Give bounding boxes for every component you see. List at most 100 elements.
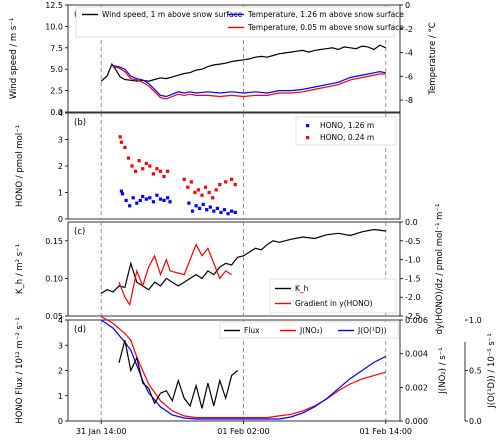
hono-1-26m-point bbox=[144, 197, 148, 201]
hono-0-24m-point bbox=[123, 145, 127, 149]
legend-marker bbox=[306, 136, 310, 140]
hono-1-26m-point bbox=[151, 200, 155, 204]
hono-1-26m-point bbox=[187, 201, 191, 205]
hono-1-26m-point bbox=[233, 210, 237, 214]
y-tick-label: 4 bbox=[58, 316, 63, 325]
y-tick-label: 0.15 bbox=[45, 237, 63, 246]
y-tick-label: 12.5 bbox=[45, 1, 63, 10]
panel-label: (c) bbox=[74, 227, 85, 237]
y-right2-tick-label: 0.0 bbox=[469, 417, 482, 426]
y-axis-label-right: Temperature / °C bbox=[428, 22, 438, 95]
hono-1-26m-point bbox=[141, 194, 145, 199]
hono-0-24m-point bbox=[207, 190, 211, 195]
legend-label: Temperature, 0.05 m above snow surface bbox=[247, 23, 404, 32]
y-tick-label: 10.0 bbox=[45, 22, 63, 31]
y-tick-label: 7.5 bbox=[50, 44, 63, 53]
y-tick-label: 2.5 bbox=[50, 87, 63, 96]
hono-1-26m-point bbox=[158, 197, 163, 201]
hono-1-26m-point bbox=[166, 196, 170, 200]
hono-0-24m-point bbox=[130, 164, 134, 168]
hono-1-26m-point bbox=[162, 198, 166, 202]
hono-1-26m-point bbox=[124, 198, 128, 202]
y-axis-label-left: HONO Flux / 10¹² m⁻² s⁻¹ bbox=[15, 317, 25, 423]
legend-label: HONO, 1.26 m bbox=[320, 121, 374, 130]
y-right2-tick-label: 1.0 bbox=[469, 316, 482, 325]
hono-0-24m-point bbox=[203, 185, 208, 189]
hono-1-26m-point bbox=[131, 196, 135, 200]
hono-0-24m-point bbox=[233, 183, 237, 187]
hono-0-24m-point bbox=[200, 193, 204, 197]
y-axis-label-right2: J(O(¹D)) / 10⁻⁵ s⁻¹ bbox=[487, 333, 497, 408]
y-right-tick-label: 0.0 bbox=[405, 218, 418, 227]
y-right-tick-label: -2 bbox=[405, 25, 413, 34]
temperature-1-26m-line bbox=[112, 65, 386, 98]
y-right-tick-label: -0.5 bbox=[405, 237, 421, 246]
y-right-tick-label: -8 bbox=[405, 96, 413, 105]
hono-0-24m-point bbox=[158, 169, 163, 173]
y-tick-label: 5.0 bbox=[50, 65, 63, 74]
hono-1-26m-point bbox=[128, 204, 132, 208]
x-tick-label: 31 Jan 14:00 bbox=[76, 427, 127, 436]
hono-1-26m-point bbox=[194, 204, 198, 208]
hono-0-24m-point bbox=[218, 183, 222, 187]
hono-0-24m-point bbox=[196, 188, 200, 192]
legend-label: Temperature, 1.26 m above snow surface bbox=[247, 10, 404, 19]
hono-0-24m-point bbox=[144, 161, 148, 165]
legend-label: HONO, 0.24 m bbox=[320, 133, 374, 142]
y-tick-label: 3 bbox=[58, 136, 63, 145]
hono-0-24m-point bbox=[230, 177, 234, 181]
hono-1-26m-point bbox=[208, 205, 212, 209]
x-tick-label: 01 Feb 02:00 bbox=[217, 427, 269, 436]
hono-1-26m-point bbox=[120, 192, 125, 196]
hono-0-24m-point bbox=[214, 188, 218, 192]
temperature-0-05m-line bbox=[112, 66, 386, 100]
hono-1-26m-point bbox=[155, 193, 159, 197]
y-right-tick-label: 0 bbox=[405, 1, 410, 10]
legend-label: K_h bbox=[295, 284, 309, 293]
hono-1-26m-point bbox=[168, 200, 172, 204]
y-right-tick-label: 0.002 bbox=[405, 383, 428, 392]
legend-label: Wind speed, 1 m above snow surface bbox=[102, 10, 243, 19]
hono-0-24m-point bbox=[151, 172, 155, 176]
y-right-tick-label: -2.0 bbox=[405, 293, 421, 302]
hono-0-24m-point bbox=[141, 167, 145, 171]
hono-0-24m-point bbox=[182, 177, 186, 181]
y-axis-label: HONO / pmol mol⁻¹ bbox=[15, 125, 25, 207]
hono-0-24m-point bbox=[137, 159, 141, 163]
hono-1-26m-point bbox=[226, 212, 230, 216]
hono-1-26m-point bbox=[219, 210, 223, 214]
hono-1-26m-point bbox=[212, 209, 216, 213]
y-tick-label: 2 bbox=[58, 367, 63, 376]
hono-1-26m-point bbox=[138, 198, 142, 202]
hono-1-26m-point bbox=[190, 209, 195, 213]
y-tick-label: 2 bbox=[58, 162, 63, 171]
y-right-tick-label: -2.5 bbox=[405, 312, 421, 321]
y-tick-label: 0.05 bbox=[45, 312, 63, 321]
legend-label: J(O(¹D)) bbox=[357, 326, 387, 335]
hono-1-26m-point bbox=[222, 208, 227, 212]
legend-label: Flux bbox=[244, 326, 260, 335]
y-axis-label-right: J(NO₂) / s⁻¹ bbox=[438, 347, 448, 394]
hono-0-24m-point bbox=[118, 135, 122, 139]
hono-0-24m-point bbox=[224, 180, 228, 184]
y-tick-label: 0 bbox=[58, 215, 63, 224]
legend-box bbox=[219, 321, 399, 339]
y-tick-label: 0.10 bbox=[45, 274, 63, 283]
jo1d-line bbox=[100, 319, 387, 420]
hono-0-24m-point bbox=[162, 175, 166, 179]
y-axis-label-left: K_h / m² s⁻¹ bbox=[15, 244, 25, 294]
hono-gradient-line bbox=[118, 243, 232, 307]
hono-1-26m-point bbox=[230, 209, 234, 213]
hono-flux-line bbox=[118, 340, 238, 409]
y-tick-label: 0 bbox=[58, 417, 63, 426]
hono-0-24m-point bbox=[166, 169, 170, 173]
y-axis-label-right: dy(HONO)/dz / pmol mol⁻¹ m⁻¹ bbox=[435, 204, 445, 335]
panel-label: (b) bbox=[74, 118, 86, 128]
hono-1-26m-point bbox=[201, 202, 205, 206]
legend-marker bbox=[306, 124, 310, 128]
y-right-tick-label: 0.006 bbox=[405, 316, 428, 325]
y-tick-label: 0.0 bbox=[50, 108, 63, 117]
y-right2-tick-label: 0.5 bbox=[469, 367, 482, 376]
y-tick-label: 4 bbox=[58, 109, 63, 118]
